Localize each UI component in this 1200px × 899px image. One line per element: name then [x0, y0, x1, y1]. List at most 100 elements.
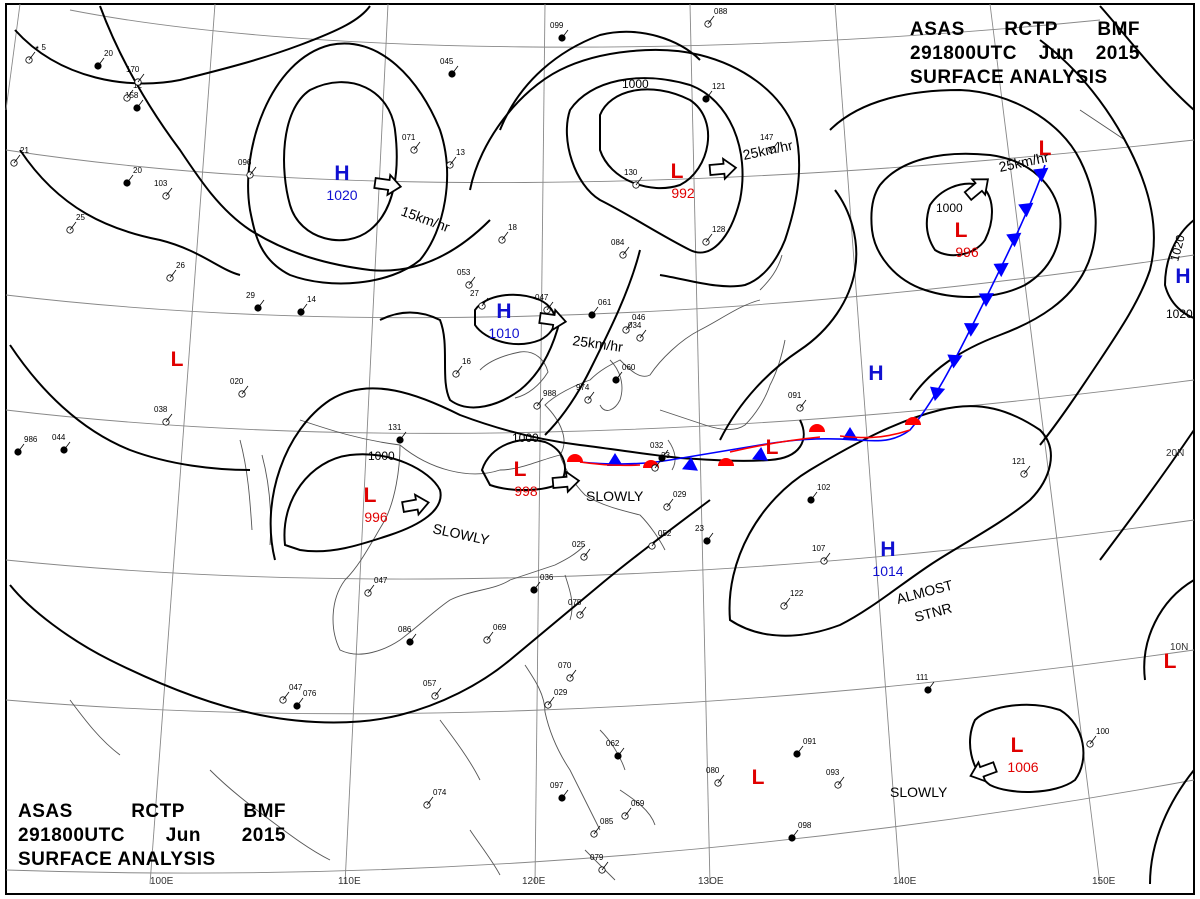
station-label: 036	[540, 573, 554, 582]
low-pressure-value: 992	[671, 185, 695, 201]
station-label: 102	[817, 483, 831, 492]
station-label: 27	[470, 289, 479, 298]
isobar-label: 1000	[368, 449, 395, 463]
station-label: 20	[104, 49, 113, 58]
high-symbol: H	[1175, 265, 1190, 288]
station-label: 086	[398, 625, 412, 634]
title-line-2: 291800UTC Jun 2015	[18, 824, 286, 848]
high-pressure-center: H	[1175, 265, 1190, 288]
station-code: RCTP	[131, 801, 185, 822]
wind-barb	[591, 306, 599, 316]
wind-barb	[282, 691, 290, 701]
graticule-labels: 100E 110E 120E 13OE 140E 150E 20N 10N	[150, 448, 1188, 887]
movement-label: SLOWLY	[890, 784, 948, 800]
wind-barb	[639, 329, 647, 339]
wind-barb	[705, 90, 713, 100]
station-label: 084	[611, 238, 625, 247]
wind-barb	[28, 51, 36, 61]
wind-barb	[69, 221, 77, 231]
longitude-label: 120E	[522, 876, 546, 887]
wind-barb	[601, 861, 609, 871]
station-label: 14	[307, 295, 316, 304]
agency-code: ASAS	[18, 801, 73, 822]
cold-front-tooth	[1033, 167, 1049, 183]
wind-barb	[666, 498, 674, 508]
wind-barb	[546, 301, 554, 311]
station-label: 091	[803, 737, 817, 746]
movement-label: SLOWLY	[586, 488, 644, 504]
low-pressure-center: L	[171, 348, 184, 371]
wind-barb	[468, 276, 476, 286]
wind-barb	[1089, 735, 1097, 745]
title-line-2: 291800UTC Jun 2015	[910, 42, 1140, 66]
agency-code: ASAS	[910, 19, 965, 40]
analysis-time: 291800UTC	[18, 825, 125, 846]
station-label: 121	[1012, 457, 1026, 466]
station-label: 044	[52, 433, 66, 442]
wind-barb	[706, 532, 714, 542]
low-symbol: L	[955, 219, 968, 242]
wind-barb	[536, 397, 544, 407]
low-pressure-center: L	[752, 766, 765, 789]
high-pressure-center: H 1010	[488, 300, 519, 341]
low-pressure-value: 998	[514, 483, 538, 499]
wind-barb	[455, 365, 463, 375]
station-label: ⭑ 5	[35, 43, 47, 52]
wind-barb	[533, 581, 541, 591]
station-label: 047	[289, 683, 303, 692]
wind-barb	[63, 441, 71, 451]
station-code: RCTP	[1004, 19, 1058, 40]
station-label: 122	[790, 589, 804, 598]
station-label: 052	[658, 529, 672, 538]
wind-barb	[257, 299, 265, 309]
latitude-label: 20N	[1166, 448, 1184, 459]
station-label: 16	[462, 357, 471, 366]
cold-front-tooth	[752, 447, 768, 461]
wind-barb	[97, 57, 105, 67]
station-label: 130	[624, 168, 638, 177]
wind-barb	[823, 552, 831, 562]
station-label: 25	[76, 213, 85, 222]
station-label: 069	[631, 799, 645, 808]
low-symbol: L	[364, 484, 377, 507]
pressure-centers: H1020H1010HH1014HL992L996L996L998L1006LL…	[171, 137, 1191, 789]
wind-barb	[799, 399, 807, 409]
isobar-label: 1020	[1167, 233, 1188, 263]
wind-barb	[810, 491, 818, 501]
station-label: 045	[440, 57, 454, 66]
movement-arrow	[963, 178, 989, 202]
station-label: 057	[423, 679, 437, 688]
high-pressure-value: 1014	[872, 563, 903, 579]
movement-arrow	[373, 173, 403, 197]
cold-front-tooth	[607, 453, 623, 466]
station-label: 020	[230, 377, 244, 386]
wind-barb	[593, 825, 601, 835]
wind-barb	[837, 776, 845, 786]
station-label: 131	[388, 423, 402, 432]
high-pressure-center: H 1020	[326, 162, 357, 203]
warm-front-bump	[718, 458, 734, 466]
station-label: 096	[238, 158, 252, 167]
wind-barb	[126, 174, 134, 184]
wind-barb	[569, 669, 577, 679]
station-label: 097	[550, 781, 564, 790]
station-label: 103	[154, 179, 168, 188]
station-label: 988	[543, 389, 557, 398]
longitude-label: 100E	[150, 876, 174, 887]
title-line-1: ASAS RCTP BMF	[18, 800, 286, 824]
low-pressure-value: 996	[364, 509, 388, 525]
wind-barb	[771, 141, 779, 151]
isobar-label: 1020	[1166, 307, 1193, 321]
wind-barb	[126, 89, 134, 99]
station-label: 075	[568, 598, 582, 607]
wind-barb	[399, 431, 407, 441]
wind-barb	[561, 29, 569, 39]
station-label: 170	[126, 65, 140, 74]
station-label: 085	[600, 817, 614, 826]
low-pressure-center: L	[1039, 137, 1052, 160]
warm-front-bump	[809, 424, 825, 432]
station-label: 13	[456, 148, 465, 157]
high-pressure-center: H 1014	[872, 538, 903, 579]
cold-front-tooth	[1018, 202, 1034, 218]
low-pressure-center: L 996	[955, 219, 979, 260]
